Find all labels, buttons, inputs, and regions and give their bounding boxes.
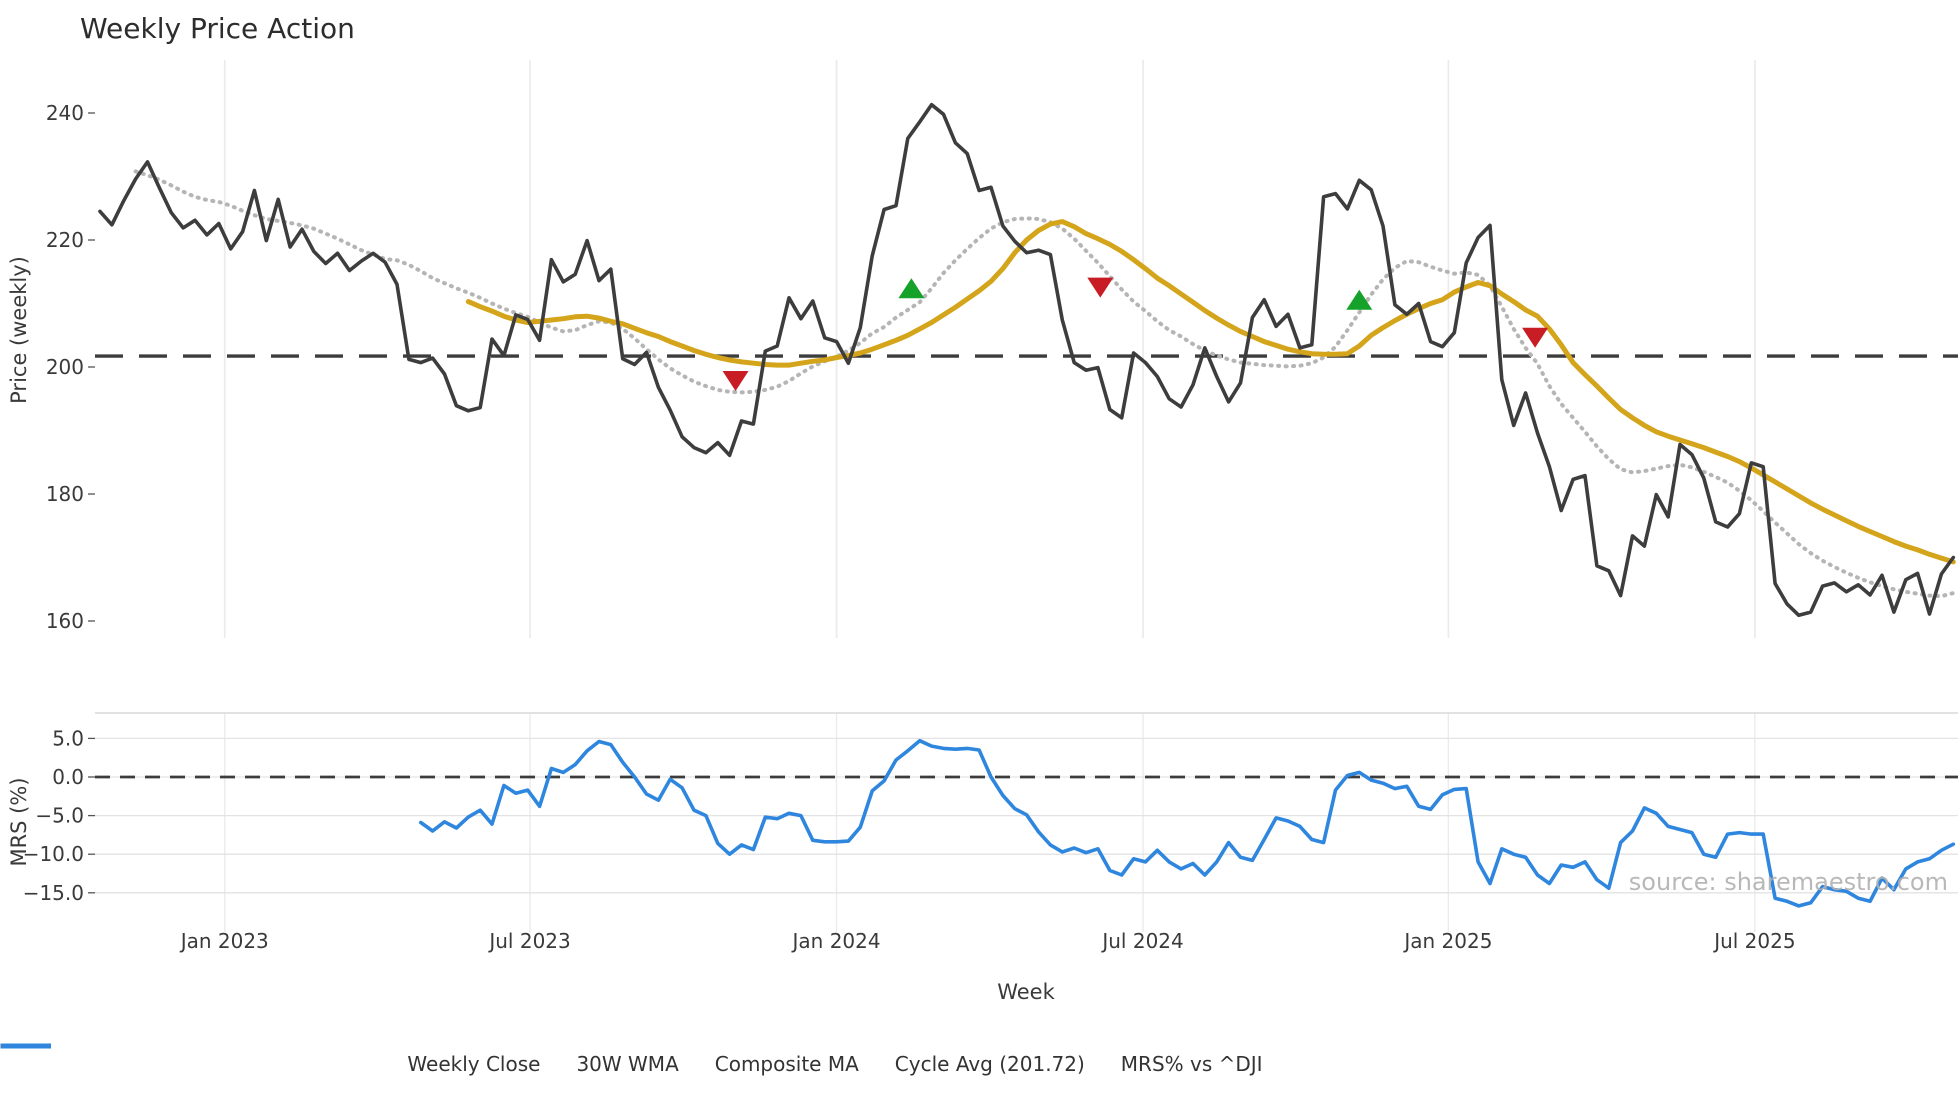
price-tick-label: 220 [46, 228, 84, 252]
legend-label: Weekly Close [407, 1052, 541, 1076]
legend-item-weekly-close: Weekly Close [1, 1043, 541, 1076]
sell-signal-marker [1087, 277, 1114, 298]
tick-labels-layer: 240 220 200 180 160 5.0 0.0 −5.0 −10.0 −15.0 Jan 2… [23, 101, 1796, 953]
mrs-tick-label: −5.0 [35, 804, 84, 828]
price-tick-label: 180 [46, 482, 84, 506]
legend-swatch-solid [1, 1043, 51, 1049]
wma-30w-line [465, 219, 1956, 565]
watermark: source: sharemaestro.com [1629, 868, 1948, 896]
x-tick-label: Jan 2023 [179, 929, 269, 953]
legend-item-mrs-vs-dji: MRS% vs ^DJI [1, 1043, 1263, 1076]
legend: Weekly Close 30W WMA Composite MA Cycle Avg… [0, 1040, 1670, 1088]
buy-signal-marker [898, 278, 925, 299]
signal-markers-layer [722, 277, 1549, 391]
mrs-line [419, 738, 1956, 908]
legend-label: Composite MA [714, 1052, 859, 1076]
x-axis-label: Week [997, 980, 1055, 1004]
series-layer [95, 102, 1958, 908]
mrs-tick-label: −10.0 [23, 842, 84, 866]
legend-label: 30W WMA [576, 1052, 679, 1076]
mrs-tick-label: 5.0 [52, 726, 84, 750]
x-tick-label: Jan 2025 [1402, 929, 1492, 953]
price-tick-label: 200 [46, 355, 84, 379]
sell-signal-marker [1522, 327, 1549, 348]
buy-signal-marker [1346, 289, 1373, 310]
chart-title: Weekly Price Action [80, 12, 355, 45]
x-tick-label: Jul 2024 [1100, 929, 1183, 953]
legend-item-cycle-avg-201-72: Cycle Avg (201.72) [1, 1043, 1085, 1076]
legend-item-composite-ma: Composite MA [0, 1043, 859, 1076]
weekly-close-line [98, 102, 1956, 618]
mrs-tick-label: 0.0 [52, 765, 84, 789]
mrs-axis-label: MRS (%) [7, 777, 31, 866]
x-tick-label: Jul 2023 [487, 929, 570, 953]
x-tick-label: Jul 2025 [1712, 929, 1795, 953]
price-axis-label: Price (weekly) [7, 256, 31, 404]
x-tick-label: Jan 2024 [791, 929, 881, 953]
sell-signal-marker [722, 370, 749, 391]
mrs-tick-label: −15.0 [23, 881, 84, 905]
legend-label: MRS% vs ^DJI [1120, 1052, 1263, 1076]
legend-label: Cycle Avg (201.72) [894, 1052, 1085, 1076]
price-tick-label: 240 [46, 101, 84, 125]
legend-item-30w-wma: 30W WMA [1, 1043, 679, 1076]
composite-ma-line [133, 169, 1956, 599]
grid-layer [95, 60, 1958, 932]
price-tick-label: 160 [46, 609, 84, 633]
